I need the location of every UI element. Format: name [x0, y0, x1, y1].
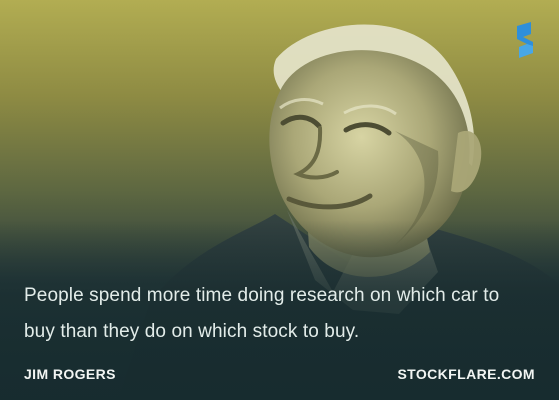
stockflare-logo-icon: [517, 22, 533, 58]
nose: [293, 126, 339, 180]
website-link[interactable]: STOCKFLARE.COM: [397, 366, 535, 382]
eye-right: [343, 122, 392, 136]
brow-right: [343, 104, 397, 116]
quote-text: People spend more time doing research on…: [24, 285, 500, 342]
text-shade: [0, 220, 559, 400]
cheek-shadow: [394, 131, 439, 246]
brow-left: [279, 98, 324, 110]
mouth: [286, 193, 373, 210]
eye-left: [280, 114, 322, 129]
author-name: JIM ROGERS: [24, 366, 116, 382]
ear: [451, 130, 482, 193]
